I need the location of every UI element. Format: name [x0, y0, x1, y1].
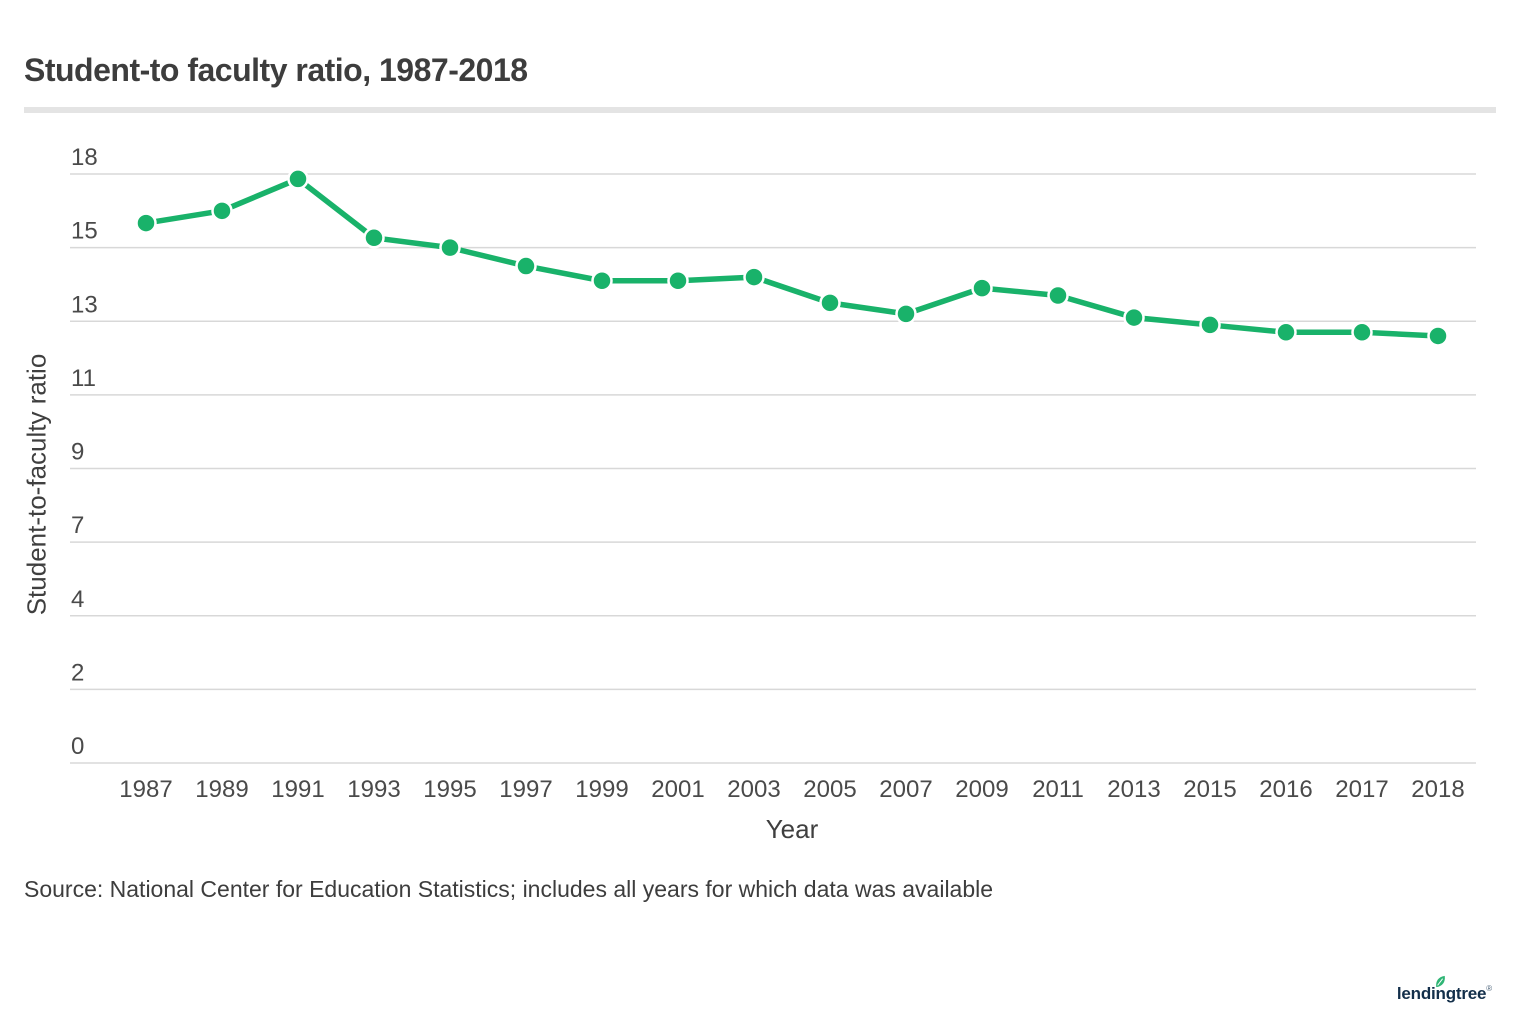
- y-tick-label: 2: [71, 659, 84, 686]
- data-point: [1427, 325, 1449, 347]
- x-axis-title: Year: [765, 814, 819, 844]
- x-tick-label: 2016: [1259, 776, 1312, 803]
- x-tick-label: 1987: [119, 776, 172, 803]
- title-divider: [24, 107, 1496, 113]
- x-tick-label: 2009: [955, 776, 1008, 803]
- data-point: [1351, 321, 1373, 344]
- y-tick-label: 11: [71, 365, 96, 392]
- x-tick-labels: 1987 1989 1991 1993 1995 1997 1999 2001 2003 2005…: [119, 776, 1464, 803]
- y-tick-label: 13: [71, 291, 98, 318]
- y-tick-label: 7: [71, 512, 84, 539]
- x-tick-label: 2005: [803, 776, 856, 803]
- page-title: Student-to faculty ratio, 1987-2018: [24, 52, 528, 88]
- x-tick-label: 1989: [195, 776, 248, 803]
- logo-text: lendingtree: [1396, 984, 1487, 1003]
- x-tick-label: 1995: [423, 776, 476, 803]
- data-point: [135, 212, 157, 234]
- y-tick-label: 0: [71, 733, 84, 760]
- data-point: [819, 292, 841, 314]
- x-tick-label: 2013: [1107, 776, 1160, 803]
- x-tick-label: 2001: [651, 776, 704, 803]
- leaf-icon: [1435, 975, 1445, 988]
- data-point: [439, 236, 461, 259]
- x-tick-label: 1993: [347, 776, 400, 803]
- gridlines: 18 15 13 11 9 7 4 2 0: [70, 144, 1476, 764]
- x-tick-label: 1999: [575, 776, 628, 803]
- x-tick-label: 2017: [1335, 776, 1388, 803]
- data-point: [1123, 306, 1145, 329]
- x-tick-label: 1997: [499, 776, 552, 803]
- data-point: [211, 200, 233, 222]
- data-point: [1047, 284, 1069, 307]
- data-point: [667, 270, 689, 292]
- x-tick-label: 2015: [1183, 776, 1236, 803]
- data-point: [1199, 314, 1221, 336]
- data-point: [895, 303, 917, 325]
- x-tick-label: 2011: [1032, 776, 1084, 803]
- y-axis-title-label: Student-to-faculty ratio: [21, 353, 52, 615]
- data-point: [743, 266, 765, 288]
- source-note: Source: National Center for Education St…: [24, 876, 994, 902]
- y-tick-label: 15: [71, 218, 98, 245]
- data-point: [971, 277, 993, 299]
- data-points: [135, 168, 1449, 347]
- lendingtree-logo: lendingtree®: [1396, 975, 1492, 1004]
- y-tick-label: 4: [71, 586, 84, 613]
- data-point: [515, 255, 537, 277]
- x-tick-label: 2007: [879, 776, 932, 803]
- data-point: [287, 168, 309, 190]
- x-tick-label: 1991: [271, 776, 324, 803]
- y-axis-title: Student-to-faculty ratio: [14, 174, 60, 794]
- y-tick-label: 9: [71, 439, 84, 466]
- series-line: [145, 176, 1439, 339]
- logo-registered-mark: ®: [1486, 984, 1492, 993]
- x-tick-label: 2003: [727, 776, 780, 803]
- line-chart: 18 15 13 11 9 7 4 2 0 1987 1989 1991 1993 1995 1997 199…: [70, 144, 1476, 803]
- y-tick-label: 18: [71, 144, 98, 171]
- x-tick-label: 2018: [1411, 776, 1464, 803]
- data-point: [1275, 321, 1297, 344]
- data-point: [591, 270, 613, 292]
- data-point: [363, 227, 385, 249]
